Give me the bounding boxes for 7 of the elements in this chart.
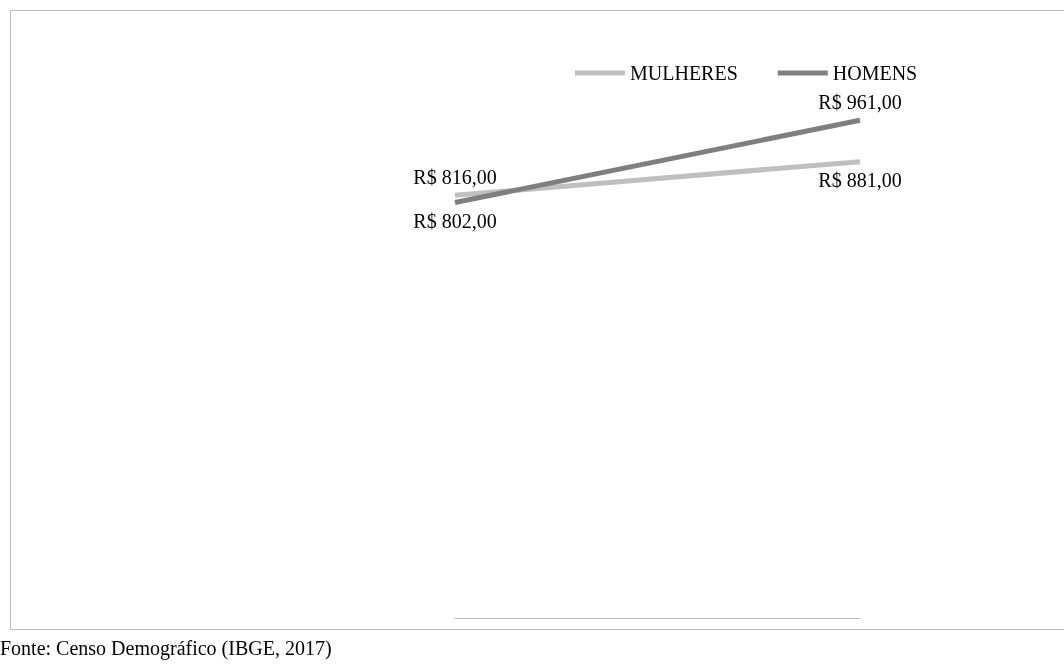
legend-label: HOMENS [832, 62, 918, 84]
data-label: R$ 881,00 [818, 168, 902, 191]
data-label: R$ 961,00 [818, 91, 902, 114]
legend-label: MULHERES [630, 62, 738, 84]
source-note: Fonte: Censo Demográfico (IBGE, 2017) [0, 637, 332, 660]
data-label: R$ 802,00 [413, 209, 497, 232]
data-label: R$ 816,00 [413, 166, 497, 189]
